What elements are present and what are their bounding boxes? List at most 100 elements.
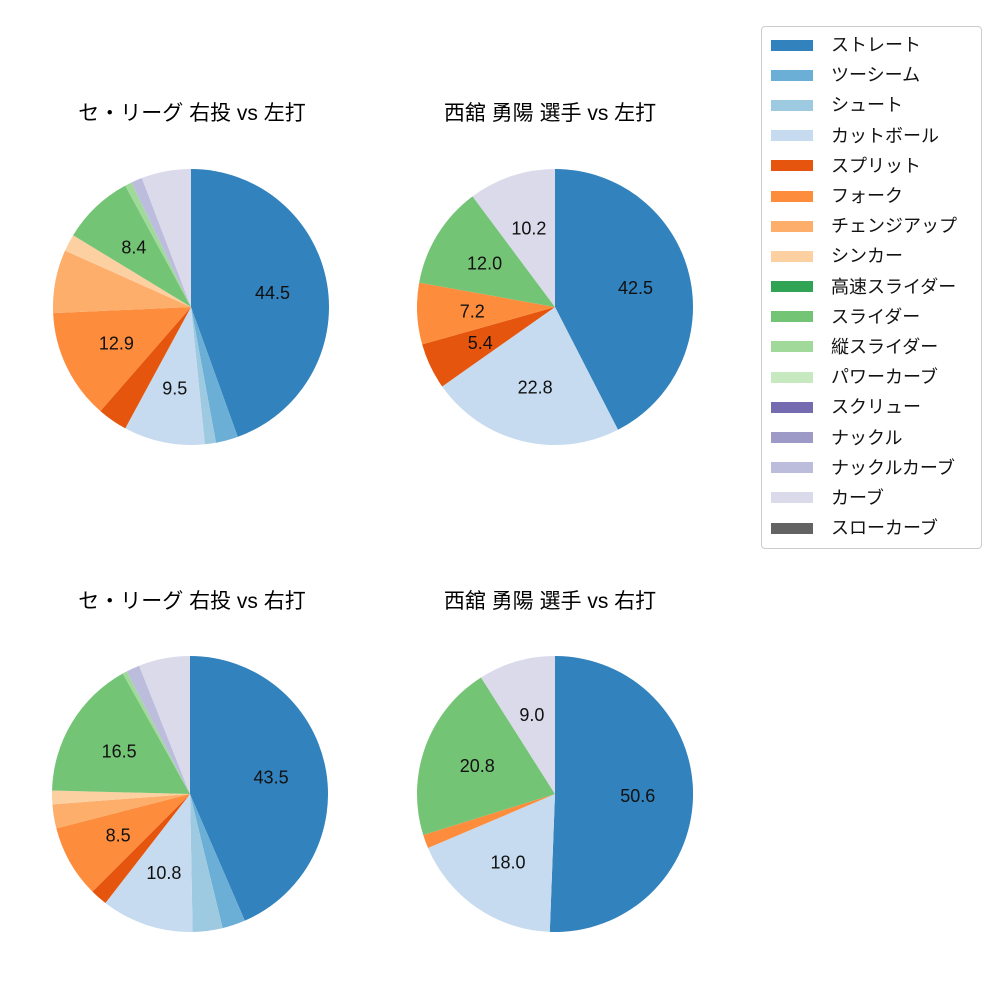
legend-item-label: スライダー [831, 306, 921, 327]
legend: ストレートツーシームシュートカットボール スプリットフォークチェンジアップ シンカー… [761, 26, 982, 549]
legend-item: ナックルカーブ [771, 453, 981, 483]
chart-title-league-vs-left: セ・リーグ 右投 vs 左打 [78, 102, 306, 125]
pie-slice [139, 656, 190, 794]
slice-percentage-label: 18.0 [491, 852, 526, 872]
pie-slice [428, 794, 555, 932]
pie-slice [92, 794, 190, 904]
pie-slice [191, 307, 238, 443]
legend-item-label: フォーク [831, 186, 903, 207]
legend-item-label: シンカー [831, 246, 903, 267]
legend-color-swatch [771, 401, 813, 413]
pie-slice [105, 794, 193, 932]
slice-percentage-label: 10.2 [511, 219, 546, 239]
pie-slice [423, 794, 555, 849]
pie-slice [417, 677, 555, 835]
pie-chart-player-vs-right: 50.6 18.0 20.8 9.0 [417, 656, 693, 932]
legend-color-swatch [771, 311, 813, 323]
legend-color-swatch [771, 341, 813, 353]
pie-slice [52, 673, 190, 794]
pie-slice [52, 790, 190, 805]
legend-item-label: カーブ [831, 487, 884, 508]
pie-slice [100, 307, 191, 429]
pie-slice [126, 665, 190, 794]
legend-item: シュート [771, 90, 981, 120]
legend-item-label: ナックルカーブ [831, 457, 955, 478]
legend-color-swatch [771, 190, 813, 202]
pie-slice [53, 250, 191, 314]
slice-percentage-label: 42.5 [618, 278, 653, 298]
legend-color-swatch [771, 250, 813, 262]
slice-percentage-label: 8.5 [106, 825, 131, 845]
legend-color-swatch [771, 220, 813, 232]
legend-item-label: ナックル [831, 427, 903, 448]
legend-item: ツーシーム [771, 60, 981, 90]
legend-item-label: シュート [831, 95, 903, 116]
legend-item: スプリット [771, 151, 981, 181]
slice-percentage-label: 22.8 [518, 378, 553, 398]
legend-color-swatch [771, 99, 813, 111]
legend-item-label: ツーシーム [831, 65, 921, 86]
slice-percentage-label: 16.5 [102, 741, 137, 761]
legend-item: スクリュー [771, 392, 981, 422]
slice-percentage-label: 7.2 [460, 301, 485, 321]
pie-slice [190, 794, 245, 929]
pie-slice [555, 169, 693, 430]
pie-slice [56, 794, 191, 892]
pie-slice [73, 185, 191, 307]
pie-slice [131, 178, 191, 307]
pie-slice [190, 656, 328, 921]
pie-slice [190, 794, 223, 932]
legend-color-swatch [771, 492, 813, 504]
pie-slice [53, 307, 191, 412]
pie-slice [65, 235, 191, 307]
pie-slice [481, 656, 555, 794]
pie-slice [52, 794, 190, 829]
legend-item: スライダー [771, 302, 981, 332]
slice-percentage-label: 50.6 [620, 786, 655, 806]
chart-title-player-vs-left: 西舘 勇陽 選手 vs 左打 [443, 102, 657, 125]
legend-item-label: 縦スライダー [831, 336, 939, 357]
slice-percentage-label: 9.0 [519, 705, 544, 725]
chart-title-player-vs-right: 西舘 勇陽 選手 vs 右打 [443, 590, 657, 613]
slice-percentage-label: 5.4 [468, 333, 493, 353]
legend-color-swatch [771, 281, 813, 293]
legend-item: 縦スライダー [771, 332, 981, 362]
legend-item: シンカー [771, 241, 981, 271]
legend-item: カットボール [771, 121, 981, 151]
legend-color-swatch [771, 160, 813, 172]
legend-item-label: チェンジアップ [831, 216, 957, 237]
legend-color-swatch [771, 69, 813, 81]
pie-slice [422, 307, 555, 387]
legend-color-swatch [771, 130, 813, 142]
legend-color-swatch [771, 39, 813, 51]
slice-percentage-label: 20.8 [460, 756, 495, 776]
slice-percentage-label: 44.5 [255, 283, 290, 303]
pie-slice [419, 196, 555, 307]
legend-item-label: ストレート [831, 35, 921, 56]
pie-slice [125, 182, 191, 307]
pie-slice [122, 671, 190, 794]
pie-slice [191, 307, 217, 445]
slice-percentage-label: 12.0 [467, 254, 502, 274]
legend-color-swatch [771, 522, 813, 534]
slice-percentage-label: 8.4 [121, 237, 146, 257]
pie-slice [191, 169, 329, 437]
pie-slice [417, 282, 555, 345]
pie-slice [442, 307, 618, 445]
legend-item-label: スクリュー [831, 397, 921, 418]
legend-item: ナックル [771, 422, 981, 452]
pie-slice [141, 169, 191, 307]
slice-percentage-label: 12.9 [99, 333, 134, 353]
pie-slice [549, 656, 693, 932]
pie-chart-league-vs-right: 43.5 10.8 8.5 16.5 [52, 656, 328, 932]
legend-item: 高速スライダー [771, 272, 981, 302]
pie-slice [125, 307, 205, 445]
slice-percentage-label: 9.5 [162, 378, 187, 398]
legend-item: スローカーブ [771, 513, 981, 543]
legend-item: カーブ [771, 483, 981, 513]
slice-percentage-label: 43.5 [254, 768, 289, 788]
legend-item-label: スローカーブ [831, 518, 938, 539]
pie-chart-league-vs-left: 44.5 9.5 12.9 8.4 [53, 169, 329, 445]
legend-color-swatch [771, 371, 813, 383]
